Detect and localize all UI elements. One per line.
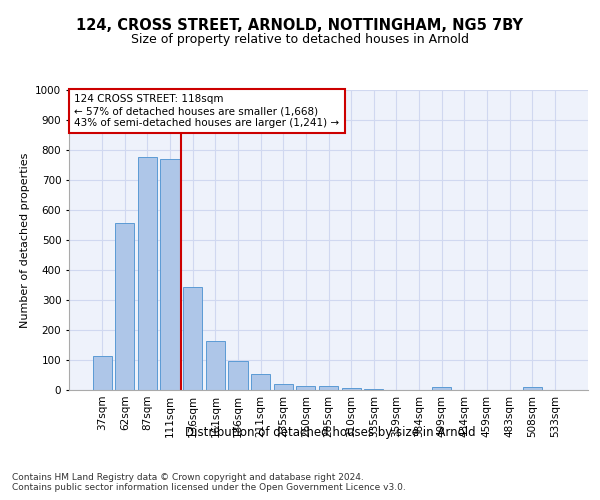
Bar <box>432 387 451 390</box>
Text: Size of property relative to detached houses in Arnold: Size of property relative to detached ho… <box>131 32 469 46</box>
Bar <box>160 159 180 390</box>
Bar <box>296 386 316 390</box>
Bar <box>183 287 202 390</box>
Text: 124 CROSS STREET: 118sqm
← 57% of detached houses are smaller (1,668)
43% of sem: 124 CROSS STREET: 118sqm ← 57% of detach… <box>74 94 340 128</box>
Bar <box>251 374 270 390</box>
Text: 124, CROSS STREET, ARNOLD, NOTTINGHAM, NG5 7BY: 124, CROSS STREET, ARNOLD, NOTTINGHAM, N… <box>77 18 523 32</box>
Bar <box>138 156 157 390</box>
Bar <box>206 340 225 390</box>
Bar <box>319 386 338 390</box>
Text: Distribution of detached houses by size in Arnold: Distribution of detached houses by size … <box>185 426 475 439</box>
Bar <box>92 356 112 390</box>
Bar <box>115 222 134 390</box>
Text: Contains HM Land Registry data © Crown copyright and database right 2024.
Contai: Contains HM Land Registry data © Crown c… <box>12 472 406 492</box>
Bar <box>274 384 293 390</box>
Bar <box>341 388 361 390</box>
Y-axis label: Number of detached properties: Number of detached properties <box>20 152 29 328</box>
Bar <box>523 387 542 390</box>
Bar <box>229 360 248 390</box>
